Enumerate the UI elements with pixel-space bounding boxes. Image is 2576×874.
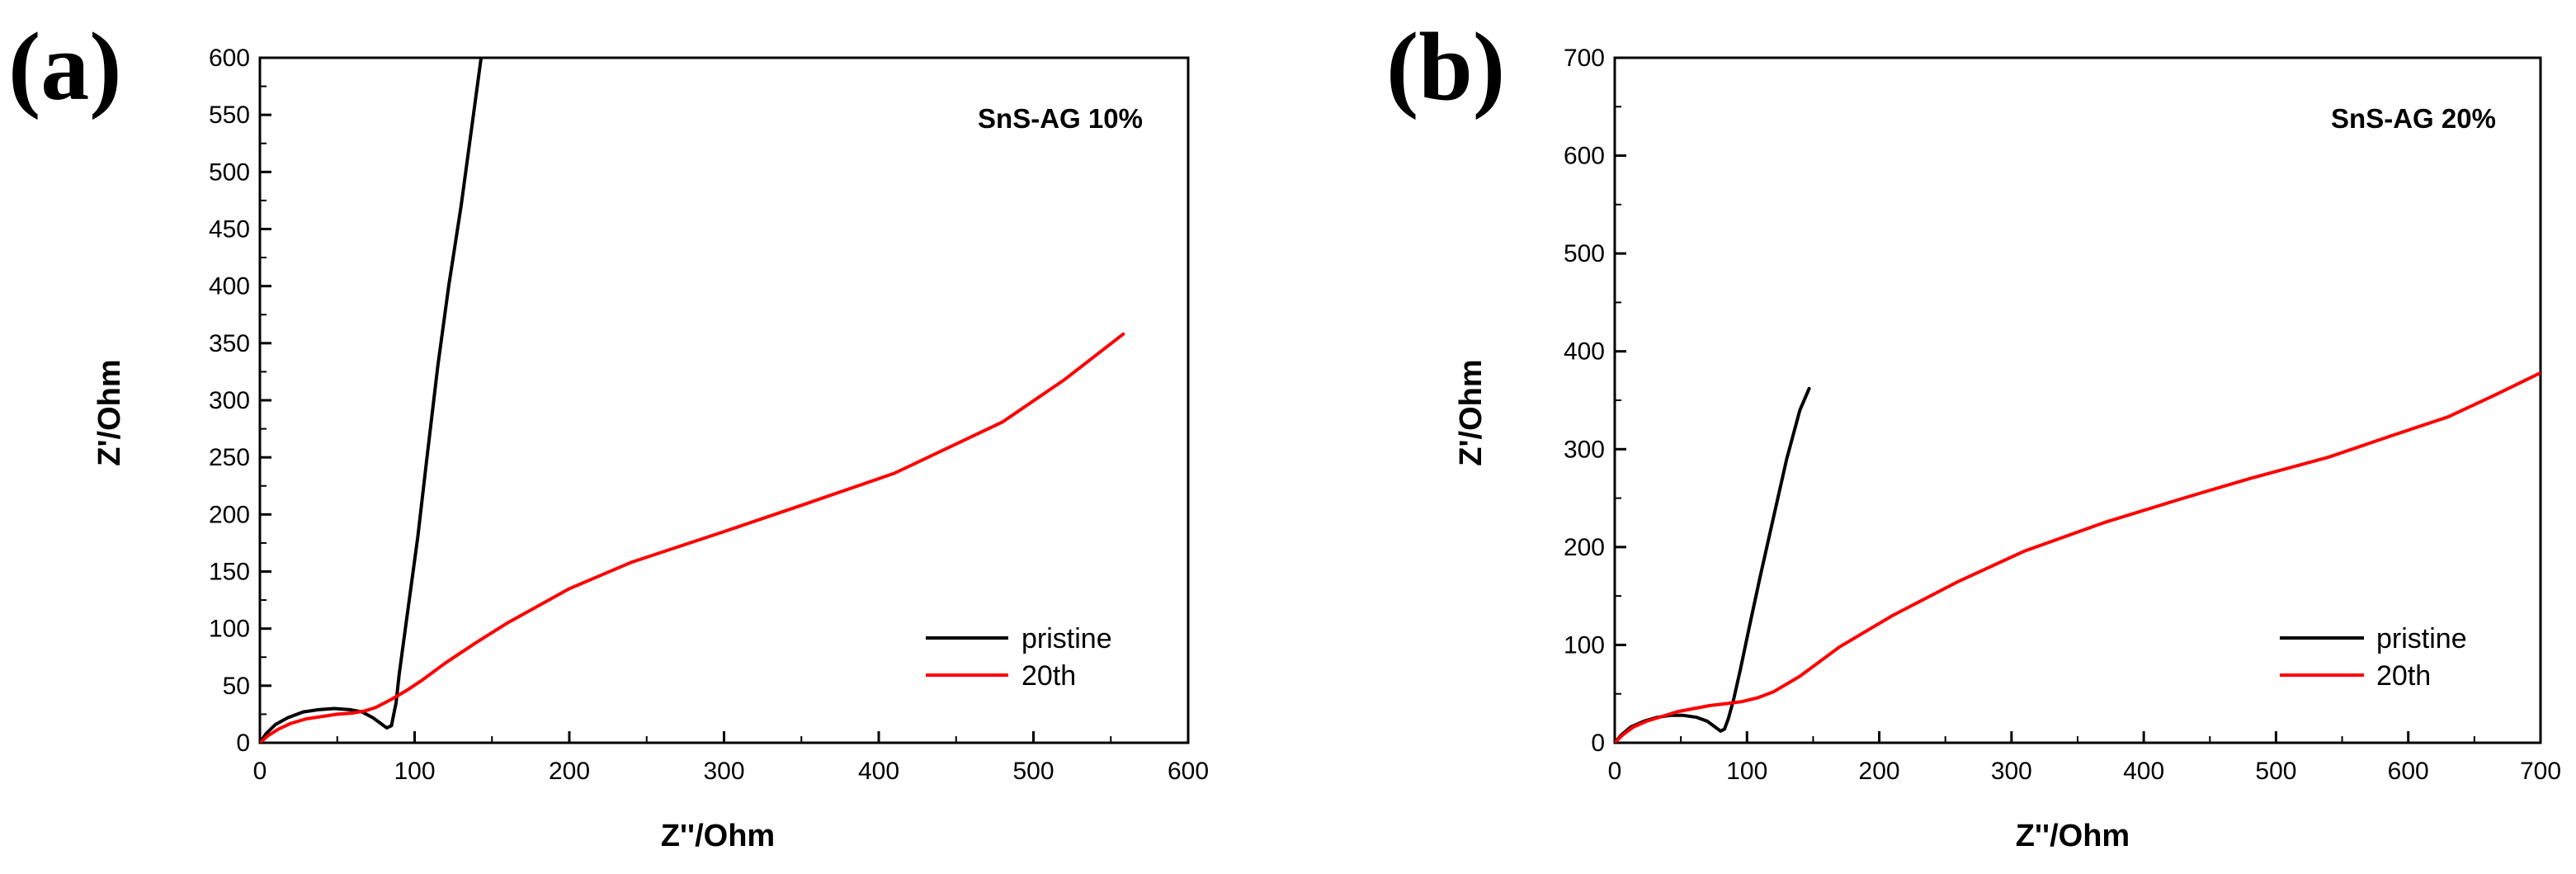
x-tick-label-b: 500 xyxy=(2255,758,2296,785)
y-tick-label-b: 0 xyxy=(1591,730,1605,757)
series-line-20th-b xyxy=(1615,371,2541,743)
x-axis-title-a: Z''/Ohm xyxy=(661,819,775,853)
x-tick-label-a: 300 xyxy=(703,758,744,785)
chart-panel-b: (b) 0 100 200 300 400 500 600 700 0 100 200 300 400 50… xyxy=(1386,12,2561,853)
y-axis-title-a: Z'/Ohm xyxy=(92,359,127,465)
x-tick-label-b: 100 xyxy=(1726,758,1767,785)
y-tick-label-a: 600 xyxy=(209,45,250,72)
y-tick-label-a: 350 xyxy=(209,330,250,357)
x-tick-label-a: 0 xyxy=(253,758,267,785)
y-tick-label-a: 400 xyxy=(209,273,250,300)
legend-label-20th-b: 20th xyxy=(2376,660,2431,692)
y-tick-label-a: 0 xyxy=(236,730,250,757)
x-tick-label-a: 400 xyxy=(858,758,899,785)
sample-annotation-a: SnS-AG 10% xyxy=(978,103,1143,134)
sample-annotation-b: SnS-AG 20% xyxy=(2331,103,2496,134)
legend-label-pristine-b: pristine xyxy=(2376,623,2467,654)
x-tick-label-a: 200 xyxy=(549,758,590,785)
x-tick-label-a: 500 xyxy=(1012,758,1054,785)
x-tick-label-a: 100 xyxy=(394,758,435,785)
x-tick-label-b: 700 xyxy=(2520,758,2561,785)
y-tick-label-a: 450 xyxy=(209,216,250,243)
series-line-pristine-a xyxy=(260,58,484,743)
legend-label-20th-a: 20th xyxy=(1021,660,1076,692)
y-tick-label-a: 300 xyxy=(209,387,250,414)
y-tick-label-a: 550 xyxy=(209,102,250,129)
panel-label-b: (b) xyxy=(1386,12,1505,120)
x-tick-label-b: 400 xyxy=(2123,758,2164,785)
x-tick-label-b: 600 xyxy=(2388,758,2429,785)
legend-label-pristine-a: pristine xyxy=(1021,623,1112,654)
y-tick-label-a: 500 xyxy=(209,158,250,186)
y-tick-label-a: 150 xyxy=(209,559,250,586)
y-tick-label-a: 200 xyxy=(209,501,250,528)
x-tick-label-b: 300 xyxy=(1991,758,2032,785)
x-tick-label-a: 600 xyxy=(1168,758,1209,785)
y-tick-label-b: 300 xyxy=(1564,436,1605,463)
y-tick-label-b: 700 xyxy=(1564,45,1605,72)
x-tick-label-b: 0 xyxy=(1608,758,1622,785)
x-tick-label-b: 200 xyxy=(1859,758,1900,785)
y-tick-label-b: 500 xyxy=(1564,240,1605,267)
y-tick-label-a: 100 xyxy=(209,616,250,643)
y-tick-label-b: 200 xyxy=(1564,534,1605,561)
y-tick-label-b: 400 xyxy=(1564,338,1605,366)
x-axis-title-b: Z''/Ohm xyxy=(2016,819,2130,853)
series-line-20th-a xyxy=(260,332,1125,743)
y-axis-title-b: Z'/Ohm xyxy=(1454,359,1489,465)
chart-panel-a: (a) 0 100 200 300 400 500 600 0 50 100 150 200 250 300… xyxy=(8,12,1209,853)
y-tick-label-b: 100 xyxy=(1564,631,1605,659)
y-tick-label-b: 600 xyxy=(1564,143,1605,170)
panel-label-a: (a) xyxy=(8,12,122,120)
y-tick-label-a: 250 xyxy=(209,444,250,471)
y-tick-label-a: 50 xyxy=(223,673,250,700)
